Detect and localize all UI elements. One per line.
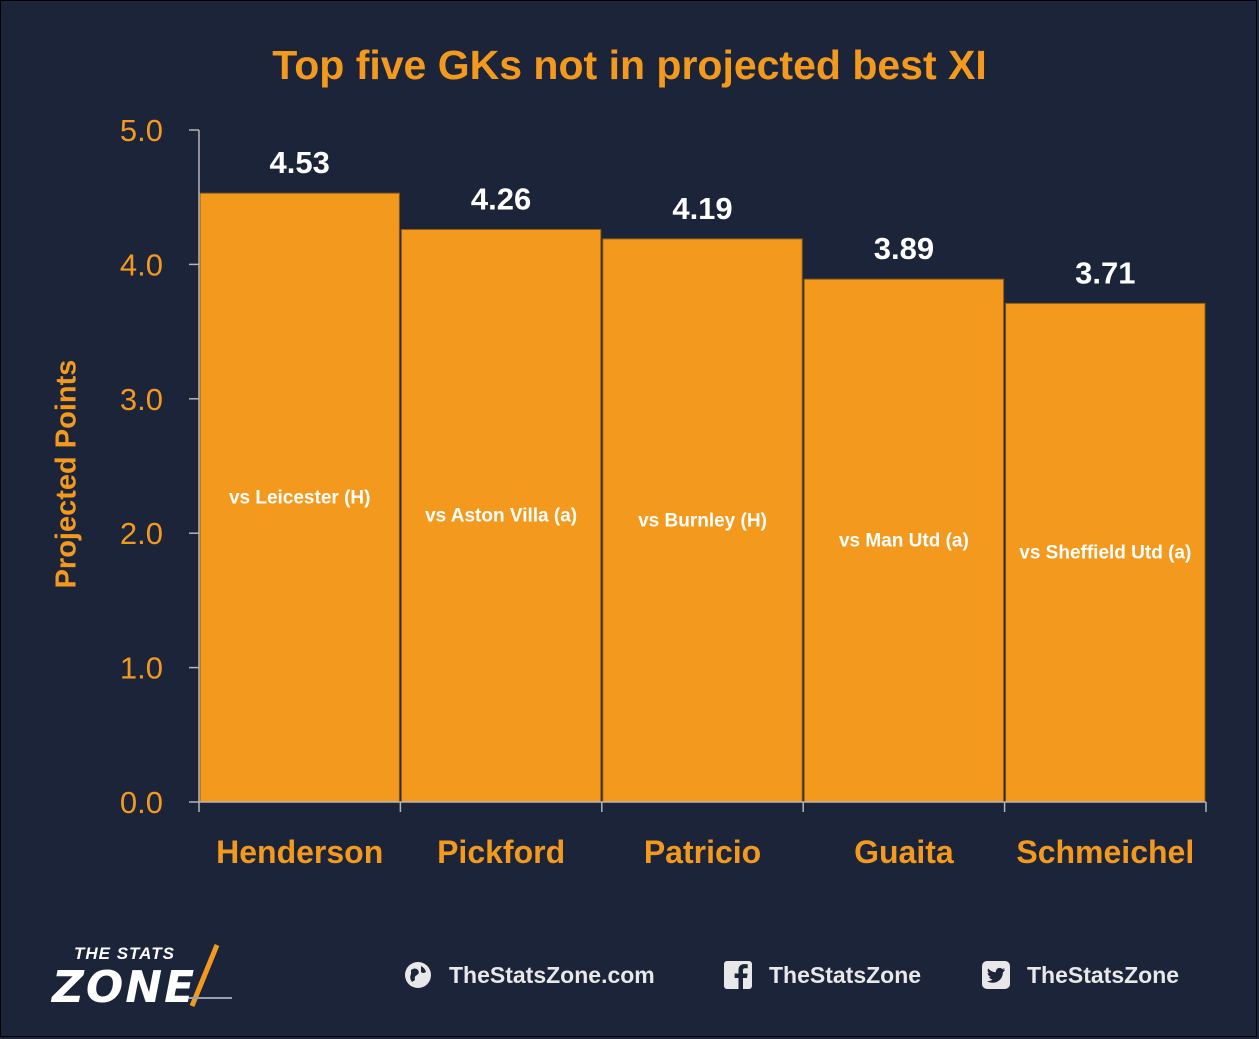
facebook-link[interactable]: TheStatsZone [723,960,921,990]
y-tick-label: 2.0 [120,516,163,551]
x-tick-label: Henderson [216,834,383,870]
facebook-icon [723,960,753,990]
globe-icon [403,960,433,990]
data-label: 3.71 [1075,255,1135,290]
chart-title: Top five GKs not in projected best XI [272,42,987,88]
y-tick-label: 3.0 [120,382,163,417]
bar-annotation: vs Leicester (H) [229,488,371,509]
logo-slash-graphic [170,944,232,1007]
bar-annotation: vs Aston Villa (a) [425,506,577,527]
bar [400,228,602,803]
y-tick-label: 0.0 [120,785,163,820]
x-tick-label: Schmeichel [1016,834,1194,870]
x-tick-label: Pickford [437,834,565,870]
bar-chart: 0.0 1.0 2.0 3.0 4.0 5.0 Henderson 4.53 vs Leices… [120,113,1207,870]
bar [602,238,803,803]
y-tick-label: 4.0 [120,247,163,282]
footer: THE STATS ZONE TheStatsZone.com TheStats… [0,930,1259,1020]
bar-annotation: vs Burnley (H) [638,510,767,531]
data-label: 4.19 [672,191,732,226]
data-label: 4.26 [471,181,531,216]
stats-zone-logo: THE STATS ZONE [52,940,267,1013]
twitter-link[interactable]: TheStatsZone [981,960,1179,990]
bar [1005,302,1206,803]
website-text: TheStatsZone.com [449,961,655,988]
facebook-text: TheStatsZone [769,961,922,988]
brand-top-text: THE STATS [74,944,175,963]
brand-bottom-text: ZONE [52,962,197,1013]
bar-annotation: vs Sheffield Utd (a) [1019,543,1191,564]
data-label: 3.89 [874,231,934,266]
twitter-icon [981,960,1011,990]
bar-annotation: vs Man Utd (a) [839,531,969,552]
twitter-text: TheStatsZone [1027,961,1180,988]
website-link[interactable]: TheStatsZone.com [403,960,655,990]
y-tick-label: 1.0 [120,651,163,686]
bar [199,192,400,803]
x-tick-label: Patricio [644,834,761,870]
y-tick-label: 5.0 [120,113,163,148]
x-tick-label: Guaita [854,834,954,870]
data-label: 4.53 [270,145,330,180]
